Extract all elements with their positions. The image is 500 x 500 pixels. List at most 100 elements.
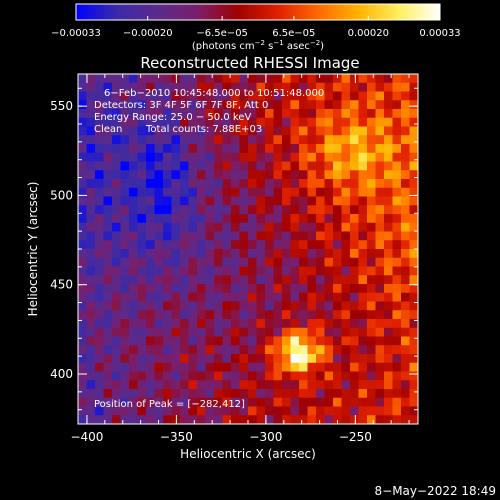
heatmap-cell: [112, 231, 122, 241]
heatmap-cell: [120, 82, 130, 93]
heatmap-cell: [299, 249, 309, 259]
heatmap-cell: [146, 319, 156, 329]
heatmap-cell: [231, 336, 241, 346]
heatmap-cell: [409, 336, 418, 346]
heatmap-cell: [256, 249, 266, 259]
heatmap-cell: [120, 214, 130, 224]
heatmap-cell: [265, 109, 275, 119]
heatmap-cell: [290, 240, 300, 250]
heatmap-cell: [358, 292, 368, 303]
heatmap-cell: [103, 222, 113, 233]
heatmap-cell: [375, 319, 385, 329]
heatmap-cell: [265, 170, 275, 180]
heatmap-cell: [324, 284, 334, 294]
heatmap-cell: [103, 354, 113, 364]
heatmap-cell: [392, 389, 402, 399]
heatmap-cell: [137, 415, 147, 424]
heatmap-cell: [375, 275, 385, 285]
heatmap-cell: [146, 327, 156, 338]
heatmap-cell: [375, 74, 385, 84]
heatmap-cell: [401, 117, 411, 128]
heatmap-cell: [112, 222, 122, 233]
heatmap-cell: [214, 397, 224, 408]
heatmap-cell: [95, 292, 105, 303]
annotation-energy-range: Energy Range: 25.0 − 50.0 keV: [94, 112, 251, 123]
heatmap-cell: [307, 240, 317, 250]
heatmap-cell: [103, 205, 113, 215]
heatmap-cell: [129, 406, 139, 416]
heatmap-cell: [248, 222, 258, 233]
heatmap-cell: [248, 205, 258, 215]
heatmap-cell: [299, 354, 309, 364]
heatmap-cell: [299, 231, 309, 241]
heatmap-cell: [146, 187, 156, 198]
heatmap-cell: [333, 415, 343, 424]
heatmap-cell: [146, 406, 156, 416]
heatmap-cell: [163, 257, 173, 268]
heatmap-cell: [222, 91, 232, 101]
heatmap-cell: [205, 327, 215, 338]
heatmap-cell: [265, 179, 275, 189]
heatmap-cell: [137, 187, 147, 198]
heatmap-cell: [86, 222, 96, 233]
heatmap-cell: [112, 240, 122, 250]
heatmap-cell: [205, 222, 215, 233]
heatmap-cell: [333, 380, 343, 390]
heatmap-cell: [239, 310, 249, 320]
heatmap-cell: [248, 389, 258, 399]
heatmap-cell: [78, 301, 88, 311]
heatmap-cell: [214, 196, 224, 206]
heatmap-cell: [180, 319, 190, 329]
heatmap-cell: [299, 397, 309, 408]
heatmap-cell: [188, 187, 198, 198]
heatmap-cell: [197, 275, 207, 285]
heatmap-cell: [188, 310, 198, 320]
heatmap-cell: [180, 257, 190, 268]
heatmap-cell: [137, 354, 147, 364]
heatmap-cell: [299, 196, 309, 206]
heatmap-cell: [222, 371, 232, 381]
heatmap-cell: [316, 354, 326, 364]
heatmap-cell: [409, 152, 418, 163]
heatmap-cell: [358, 415, 368, 424]
heatmap-cell: [341, 301, 351, 311]
heatmap-cell: [222, 319, 232, 329]
heatmap-cell: [86, 100, 96, 110]
heatmap-cell: [401, 371, 411, 381]
heatmap-cell: [273, 240, 283, 250]
heatmap-cell: [154, 389, 164, 399]
heatmap-cell: [256, 109, 266, 119]
heatmap-cell: [358, 354, 368, 364]
heatmap-cell: [129, 354, 139, 364]
heatmap-cell: [307, 170, 317, 180]
heatmap-cell: [222, 117, 232, 128]
heatmap-cell: [163, 275, 173, 285]
heatmap-cell: [273, 415, 283, 424]
heatmap-cell: [307, 371, 317, 381]
heatmap-cell: [95, 301, 105, 311]
heatmap-cell: [350, 327, 360, 338]
heatmap-cell: [95, 231, 105, 241]
heatmap-cell: [401, 214, 411, 224]
heatmap-cell: [146, 275, 156, 285]
heatmap-cell: [231, 170, 241, 180]
heatmap-cell: [197, 380, 207, 390]
heatmap-cell: [214, 319, 224, 329]
heatmap-cell: [401, 397, 411, 408]
heatmap-cell: [180, 170, 190, 180]
heatmap-cell: [188, 144, 198, 154]
heatmap-cell: [154, 275, 164, 285]
heatmap-cell: [307, 275, 317, 285]
heatmap-cell: [103, 179, 113, 189]
heatmap-cell: [358, 249, 368, 259]
heatmap-cell: [367, 214, 377, 224]
heatmap-cell: [282, 222, 292, 233]
heatmap-cell: [409, 222, 418, 233]
heatmap-cell: [299, 126, 309, 136]
heatmap-cell: [171, 144, 181, 154]
heatmap-cell: [103, 91, 113, 101]
heatmap-cell: [205, 231, 215, 241]
heatmap-cell: [350, 126, 360, 136]
heatmap-cell: [307, 82, 317, 93]
heatmap-cell: [188, 240, 198, 250]
